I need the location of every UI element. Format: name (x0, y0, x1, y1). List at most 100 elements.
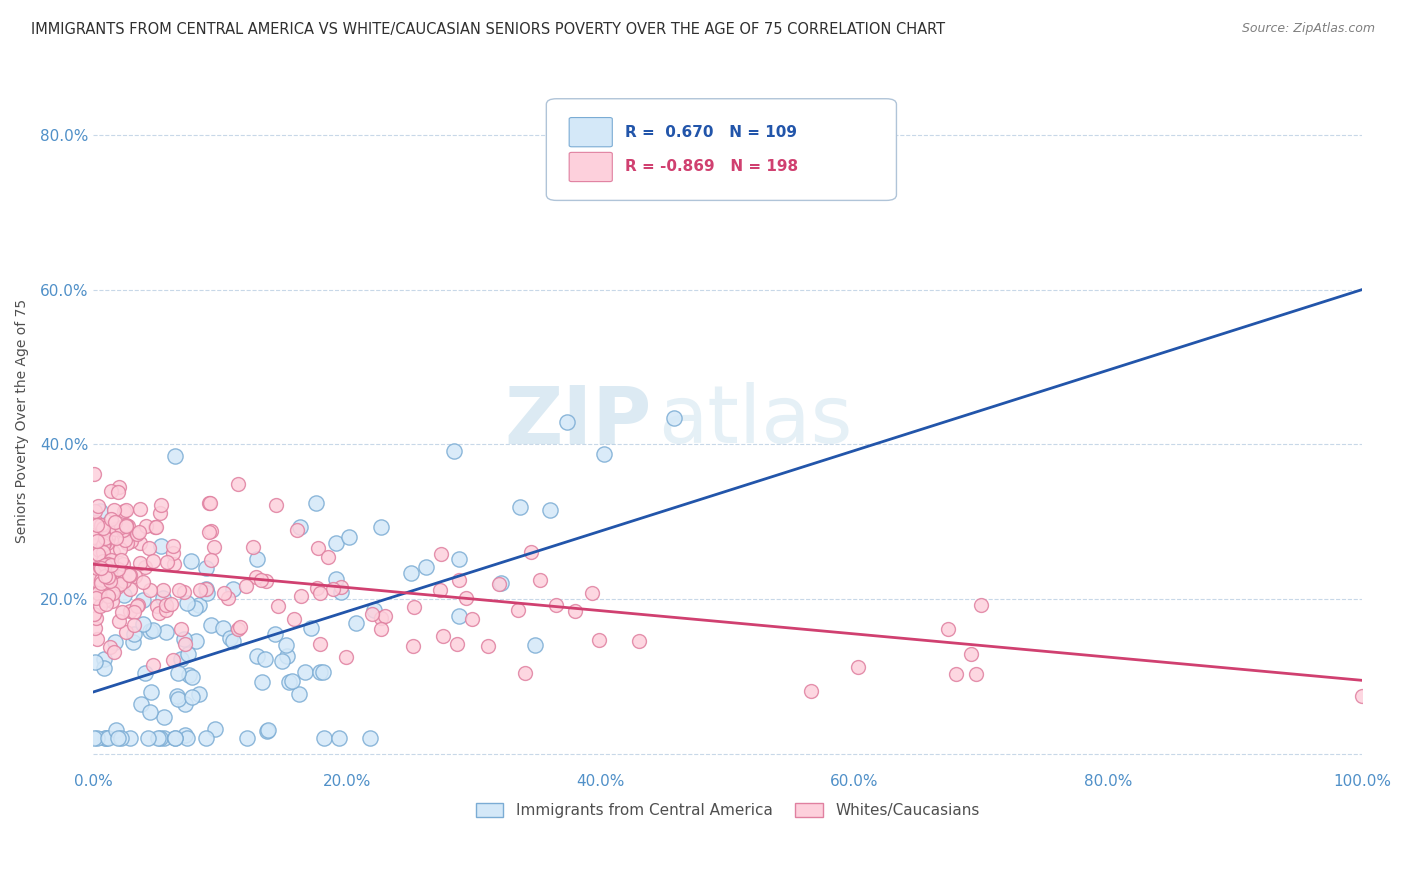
Point (170, 622, 193, 636)
Point (90, 568, 112, 582)
Point (335, 649, 357, 664)
Point (581, 586, 603, 600)
Point (110, 731, 132, 746)
Point (363, 603, 385, 617)
Point (134, 560, 156, 574)
Point (370, 610, 392, 624)
Point (84, 591, 107, 605)
Point (159, 597, 181, 611)
Point (93, 652, 115, 666)
Point (288, 520, 311, 534)
Point (98, 574, 121, 588)
Point (111, 557, 134, 571)
Point (93, 536, 115, 550)
Point (592, 447, 614, 461)
Point (477, 639, 499, 653)
Point (127, 599, 149, 614)
Point (316, 549, 339, 564)
Point (100, 483, 122, 498)
Point (374, 609, 396, 624)
Point (124, 627, 146, 641)
Point (86, 518, 108, 533)
Point (506, 603, 529, 617)
Point (285, 523, 308, 537)
Point (98, 570, 121, 584)
Point (115, 522, 138, 536)
Legend: Immigrants from Central America, Whites/Caucasians: Immigrants from Central America, Whites/… (470, 797, 986, 824)
Point (122, 634, 145, 648)
Point (97, 558, 120, 572)
Point (460, 612, 482, 626)
Point (281, 673, 304, 688)
Point (370, 520, 392, 534)
Point (114, 533, 136, 548)
Point (97, 570, 120, 584)
Point (202, 541, 225, 555)
Point (100, 512, 122, 526)
Point (83, 607, 105, 621)
Point (846, 660, 869, 674)
Point (86, 731, 108, 746)
Point (399, 566, 422, 580)
Point (564, 604, 586, 618)
Point (179, 668, 201, 682)
Point (200, 524, 222, 539)
Point (250, 574, 273, 588)
Point (325, 572, 347, 586)
Point (101, 594, 124, 608)
Point (165, 731, 187, 746)
Point (290, 589, 312, 603)
Point (132, 617, 155, 632)
Point (197, 495, 219, 509)
Point (97, 531, 120, 545)
Text: R =  0.670   N = 109: R = 0.670 N = 109 (626, 125, 797, 140)
Point (177, 647, 200, 661)
Point (142, 623, 165, 637)
Point (112, 588, 135, 602)
Point (122, 618, 145, 632)
Point (162, 546, 184, 560)
Point (325, 536, 347, 550)
Point (970, 599, 993, 613)
Point (309, 637, 332, 651)
Point (235, 731, 257, 746)
Point (129, 697, 152, 711)
Point (155, 598, 177, 612)
Point (84, 525, 107, 540)
Point (283, 612, 305, 626)
Point (246, 552, 269, 566)
Point (588, 632, 610, 647)
Point (174, 697, 197, 711)
Point (359, 731, 381, 745)
Point (83, 731, 105, 746)
Point (138, 705, 160, 719)
Point (131, 592, 153, 607)
Point (96, 551, 118, 566)
FancyBboxPatch shape (547, 99, 897, 201)
Point (117, 518, 139, 533)
Point (83, 573, 105, 587)
Text: ZIP: ZIP (505, 382, 651, 460)
Point (1351, 689, 1374, 703)
Point (447, 573, 470, 587)
Point (124, 569, 146, 583)
Point (195, 585, 218, 599)
Point (176, 596, 198, 610)
Point (181, 670, 204, 684)
Point (135, 519, 157, 533)
Point (330, 585, 353, 599)
Point (153, 731, 176, 746)
Point (107, 480, 129, 494)
Point (152, 583, 174, 598)
Point (142, 554, 165, 568)
Point (94, 731, 117, 746)
Point (404, 599, 426, 614)
Point (90, 555, 112, 569)
Point (105, 580, 128, 594)
FancyBboxPatch shape (569, 118, 612, 147)
Point (415, 559, 437, 574)
Point (308, 586, 330, 600)
Point (180, 690, 202, 704)
Point (138, 624, 160, 638)
Point (101, 586, 124, 600)
